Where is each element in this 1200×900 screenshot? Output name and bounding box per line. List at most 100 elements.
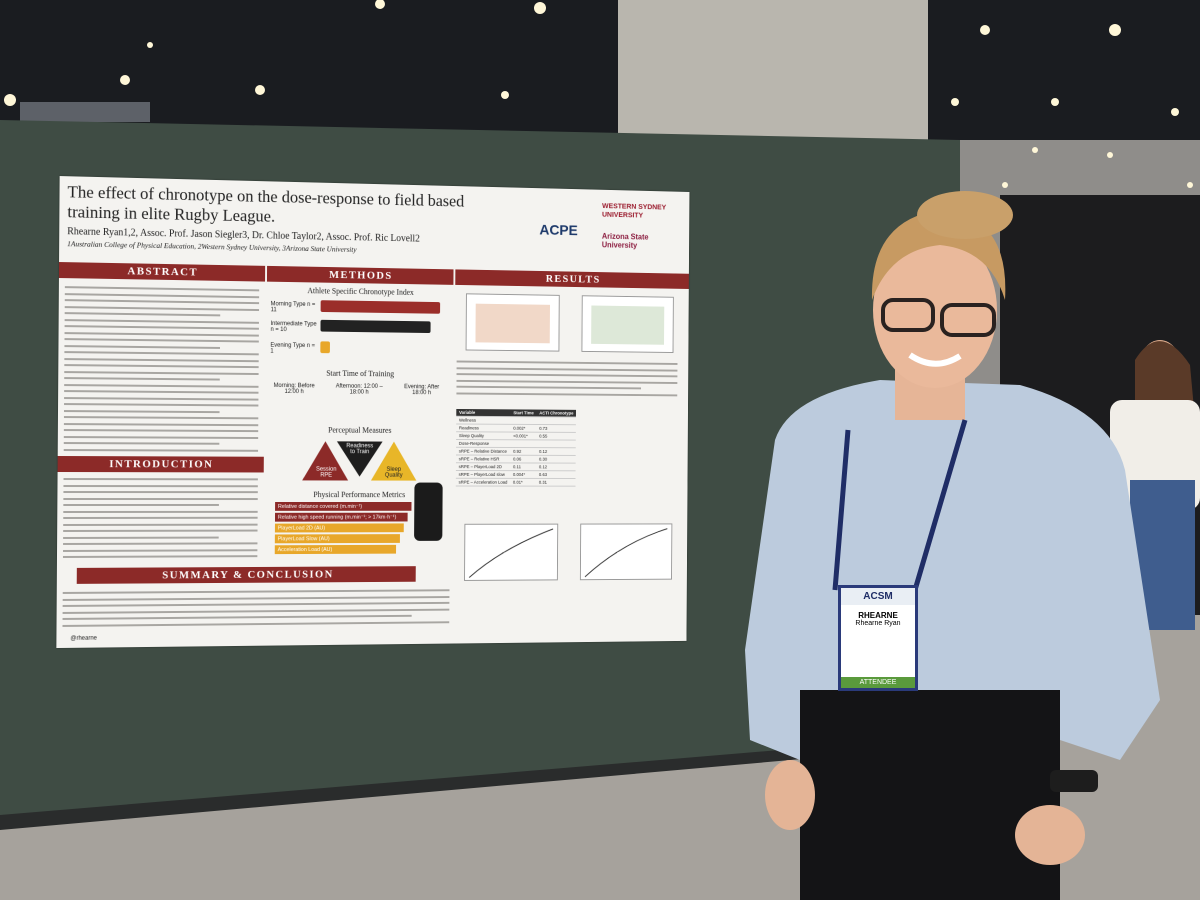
badge-full-name: Rhearne Ryan bbox=[855, 620, 901, 627]
name-badge: ACSM RHEARNE Rhearne Ryan ATTENDEE bbox=[838, 585, 918, 691]
table-cell: sRPE – PlayerLoad 2D bbox=[455, 462, 511, 471]
results-charts bbox=[457, 289, 687, 360]
table-cell bbox=[536, 439, 577, 448]
text-line bbox=[63, 491, 258, 494]
badge-role: ATTENDEE bbox=[841, 677, 915, 688]
twitter-handle: @rhearne bbox=[70, 635, 98, 642]
text-line bbox=[456, 373, 678, 378]
table-cell: sRPE – Acceleration Load bbox=[455, 478, 511, 487]
chronotype-label: Evening Type n = 1 bbox=[270, 342, 316, 355]
logo-acpe: ACPE bbox=[539, 221, 578, 240]
text-line bbox=[63, 516, 258, 519]
table-cell: sRPE – Relative HSR bbox=[455, 455, 511, 463]
text-line bbox=[63, 529, 258, 532]
text-line bbox=[63, 422, 259, 426]
text-line bbox=[64, 338, 259, 343]
text-line bbox=[64, 331, 259, 337]
poster-title: The effect of chronotype on the dose-res… bbox=[67, 182, 465, 226]
text-line bbox=[63, 429, 259, 433]
railing bbox=[20, 102, 150, 122]
table-row: sRPE – Acceleration Load 0.01* 0.31 bbox=[455, 478, 576, 487]
text-line bbox=[64, 344, 221, 349]
metric-label: Acceleration Load (AU) bbox=[274, 544, 397, 555]
chronotype-label: Intermediate Type n = 10 bbox=[270, 321, 317, 334]
text-line bbox=[63, 435, 259, 439]
time-label: Evening: After 18:00 h bbox=[404, 384, 440, 397]
table-cell: 0.01* bbox=[510, 478, 537, 487]
background-person bbox=[1110, 340, 1200, 630]
table: Variable Start Time ACTI Chronotype Wellnes… bbox=[455, 408, 577, 487]
section-header: METHODS bbox=[266, 265, 454, 285]
table-cell: 0.11 bbox=[510, 462, 537, 471]
metric-label: Relative high speed running (m.min⁻¹; > … bbox=[274, 512, 408, 522]
poster: The effect of chronotype on the dose-res… bbox=[56, 176, 690, 649]
chronotype-icons bbox=[320, 300, 441, 354]
text-line bbox=[456, 379, 678, 384]
text-line bbox=[63, 536, 219, 539]
perceptual-label: Readiness to Train bbox=[346, 443, 374, 456]
text-line bbox=[62, 608, 450, 614]
text-line bbox=[63, 409, 220, 413]
table-cell: 0.63 bbox=[536, 470, 576, 479]
table-cell: 0.12 bbox=[536, 463, 576, 471]
text-line bbox=[63, 548, 258, 552]
gps-device bbox=[414, 482, 443, 541]
text-line bbox=[63, 416, 259, 420]
metric-label: PlayerLoad Slow (AU) bbox=[274, 534, 400, 544]
text-line bbox=[64, 383, 259, 388]
metric-label: PlayerLoad 2D (AU) bbox=[274, 523, 404, 533]
chronotype-label: Morning Type n = 11 bbox=[270, 301, 316, 314]
text-line bbox=[63, 448, 259, 452]
text-line bbox=[64, 377, 220, 381]
ceiling-lights bbox=[4, 0, 1193, 188]
text-line bbox=[64, 351, 259, 356]
table-cell: 0.73 bbox=[536, 424, 577, 433]
section-header: INTRODUCTION bbox=[57, 455, 264, 473]
methods-heading: Perceptual Measures bbox=[328, 425, 392, 435]
methods-heading: Athlete Specific Chronotype Index bbox=[307, 286, 414, 297]
text-line bbox=[64, 364, 259, 369]
text-line bbox=[64, 292, 260, 298]
text-line bbox=[64, 318, 259, 324]
text-line bbox=[64, 286, 260, 292]
text-line bbox=[64, 403, 259, 407]
results-charts bbox=[455, 519, 685, 589]
text-line bbox=[64, 396, 259, 401]
perceptual-label: Session RPE bbox=[315, 466, 337, 479]
text-line bbox=[62, 589, 450, 594]
perceptual-triangles bbox=[302, 441, 417, 481]
logo-wsu: WESTERN SYDNEY UNIVERSITY bbox=[602, 201, 667, 220]
text-line bbox=[62, 555, 258, 558]
table-cell bbox=[510, 439, 537, 448]
logo-asu: Arizona State University bbox=[601, 231, 649, 250]
table-cell: Dose-Response bbox=[456, 439, 511, 448]
metrics-list: Relative distance covered (m.min⁻¹) Relat… bbox=[265, 502, 412, 561]
table-cell: <0.001* bbox=[510, 432, 537, 440]
table-cell: 0.31 bbox=[536, 478, 576, 487]
table-cell bbox=[510, 416, 537, 425]
badge-name: RHEARNE bbox=[858, 611, 898, 620]
table-cell: 0.06 bbox=[510, 455, 537, 464]
text-line bbox=[456, 385, 642, 390]
concrete-pillar bbox=[618, 0, 928, 145]
text-line bbox=[63, 497, 258, 500]
metric-label: Relative distance covered (m.min⁻¹) bbox=[275, 502, 412, 511]
methods-heading: Start Time of Training bbox=[326, 368, 395, 379]
text-line bbox=[63, 542, 258, 545]
text-line bbox=[64, 390, 259, 394]
text-line bbox=[456, 366, 678, 372]
text-line bbox=[456, 360, 678, 365]
text-line bbox=[64, 370, 259, 375]
text-line bbox=[62, 601, 450, 607]
table-cell: 0.004* bbox=[510, 470, 537, 479]
section-header: ABSTRACT bbox=[58, 262, 266, 282]
table-cell: 0.92 bbox=[510, 447, 537, 456]
table-cell: 0.30 bbox=[536, 455, 576, 464]
table-row: sRPE – PlayerLoad slow 0.004* 0.63 bbox=[455, 470, 576, 479]
text-line bbox=[62, 595, 450, 601]
time-label: Morning: Before 12:00 h bbox=[273, 383, 315, 396]
text-line bbox=[64, 312, 221, 317]
text-line bbox=[63, 510, 258, 513]
text-line bbox=[63, 478, 258, 481]
